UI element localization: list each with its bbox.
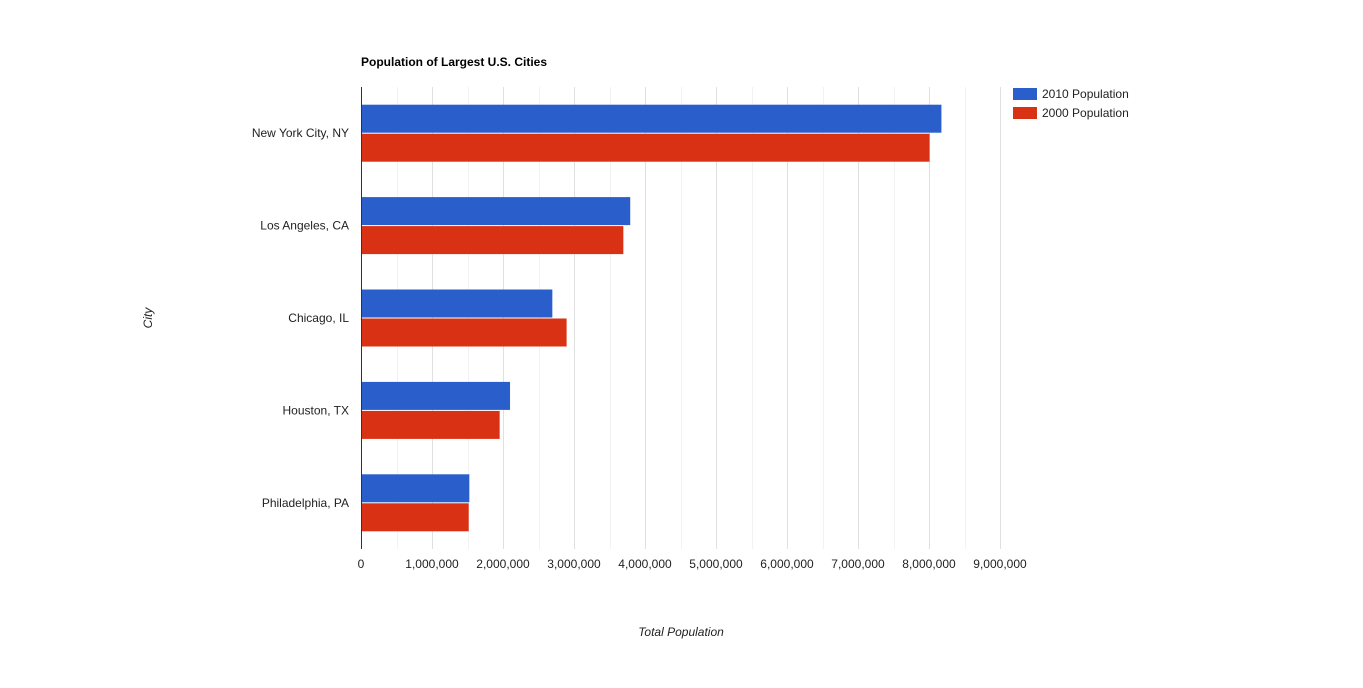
bars [361,104,942,532]
chart-title: Population of Largest U.S. Cities [361,55,547,69]
legend-swatch [1013,107,1037,119]
x-tick-label: 8,000,000 [902,557,956,571]
category-label: Philadelphia, PA [262,496,349,510]
x-tick-label: 6,000,000 [760,557,814,571]
bar [361,474,470,503]
bar [361,104,942,133]
category-label: Los Angeles, CA [260,219,349,233]
x-tick-label: 2,000,000 [476,557,530,571]
legend-label: 2010 Population [1042,87,1129,101]
x-axis-title: Total Population [638,625,724,639]
x-axis-ticks: 0 1,000,000 2,000,000 3,000,000 4,000,000 5,0… [358,557,1027,571]
x-tick-label: 0 [358,557,365,571]
bar [361,503,469,532]
x-tick-label: 7,000,000 [831,557,885,571]
category-label: New York City, NY [252,126,349,140]
bar [361,381,511,410]
bar [361,133,930,162]
bar [361,318,567,347]
legend-label: 2000 Population [1042,106,1129,120]
legend-swatch [1013,88,1037,100]
x-tick-label: 3,000,000 [547,557,601,571]
bar [361,410,500,439]
y-axis-categories: New York City, NY Los Angeles, CA Chicago,… [252,126,349,510]
bar [361,289,553,318]
gridlines [397,87,1001,549]
x-tick-label: 1,000,000 [405,557,459,571]
legend: 2010 Population 2000 Population [1013,87,1129,120]
category-label: Houston, TX [283,403,349,417]
x-tick-label: 4,000,000 [618,557,672,571]
x-tick-label: 5,000,000 [689,557,743,571]
bar [361,226,624,255]
category-label: Chicago, IL [288,311,349,325]
x-tick-label: 9,000,000 [973,557,1027,571]
y-axis-title: City [141,307,155,329]
bar [361,197,631,226]
